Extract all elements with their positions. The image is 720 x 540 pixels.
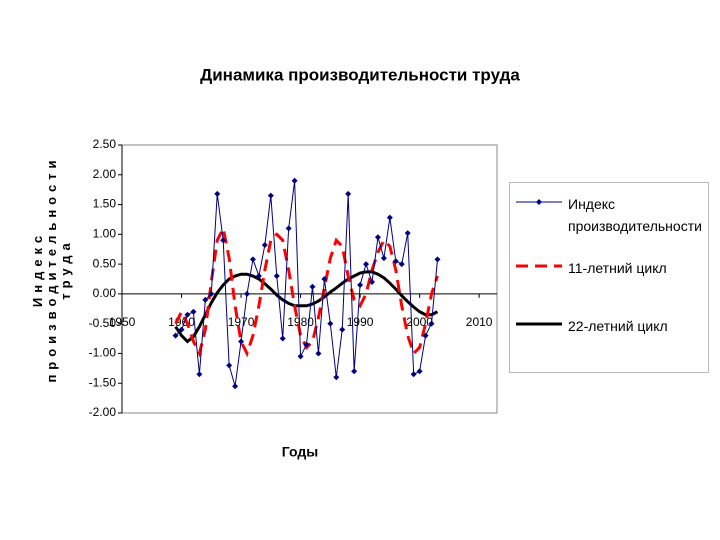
y-axis-label: Индекс производительности труда [30,155,73,383]
data-point [333,374,340,381]
legend-label: 22-летний цикл [568,318,668,334]
data-point [327,320,334,327]
data-point [232,383,239,390]
data-point [392,258,399,265]
legend-label: Индекс производительности [568,196,702,234]
y-tick-label: 1.00 [93,227,117,241]
data-point [249,256,256,263]
y-tick-label: 2.50 [93,137,117,151]
data-point [297,353,304,360]
x-tick-label: 1950 [109,315,136,329]
data-point [422,332,429,339]
data-point [279,335,286,342]
x-tick-label: 1990 [347,315,374,329]
y-tick-label: -0.50 [89,316,117,330]
data-point [357,281,364,288]
y-tick-label: -2.00 [89,405,117,419]
data-point [315,350,322,357]
data-point [184,311,191,318]
legend-item: Индекс производительности [514,193,708,237]
data-point [238,338,245,345]
y-tick-label: 0.50 [93,256,117,270]
y-tick-label: 0.00 [93,286,117,300]
data-point [261,242,268,249]
data-point [190,308,197,315]
data-point [196,371,203,378]
series-line [174,223,439,358]
y-tick-label: -1.00 [89,346,117,360]
x-tick-label: 2010 [466,315,493,329]
data-point [255,273,262,280]
data-point [291,177,298,184]
legend-swatch [516,199,562,205]
data-point [220,237,227,244]
plot-area [121,144,498,414]
data-point [214,190,221,197]
data-point [178,326,185,333]
chart-title: Динамика производительности труда [200,65,520,84]
y-tick-label: -1.50 [89,375,117,389]
data-point [434,256,441,263]
data-point [428,320,435,327]
data-point [267,192,274,199]
data-point [363,261,370,268]
x-tick-label: 1970 [228,315,255,329]
series-line [174,270,439,344]
data-point [285,225,292,232]
data-point [404,230,411,237]
legend-swatch [516,322,562,326]
data-point [339,326,346,333]
x-axis-label: Годы [282,444,318,460]
data-point [374,234,381,241]
legend-swatch [516,264,562,268]
y-tick-label: 2.00 [93,167,117,181]
data-point [398,261,405,268]
legend-item: 22-летний цикл [514,315,708,337]
legend-item: 11-летний цикл [514,257,708,279]
data-point [309,283,316,290]
data-point [386,214,393,221]
data-point [351,368,358,375]
x-tick-label: 2000 [406,315,433,329]
data-point [244,290,250,297]
data-point [380,255,387,262]
data-point [369,278,375,285]
legend-marker [536,199,542,205]
data-point [208,290,215,297]
x-tick-label: 1980 [287,315,314,329]
data-point [345,190,352,197]
data-point [202,296,209,303]
data-point [303,341,310,348]
y-tick-label: 1.50 [93,197,117,211]
data-point [416,368,423,375]
data-point [321,276,328,282]
legend-label: 11-летний цикл [568,260,667,276]
data-point [273,273,280,280]
data-point [226,362,233,369]
data-point [172,332,179,339]
legend: Индекс производительности 11-летний цикл 2… [509,182,709,373]
data-point [410,371,417,378]
